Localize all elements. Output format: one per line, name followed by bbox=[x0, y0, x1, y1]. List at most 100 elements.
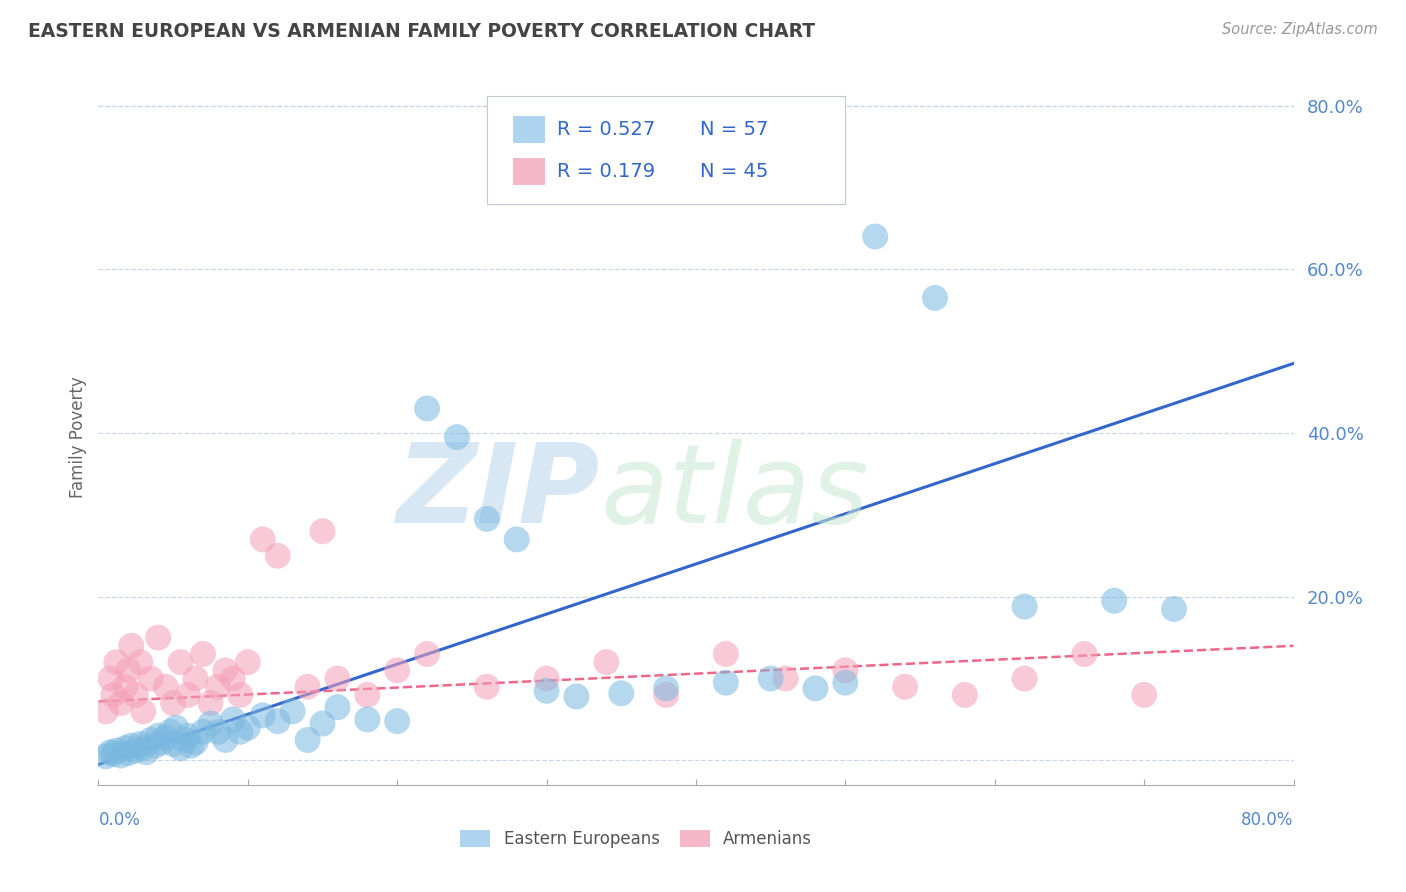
Text: 80.0%: 80.0% bbox=[1241, 811, 1294, 829]
Point bbox=[110, 748, 132, 763]
Point bbox=[953, 688, 976, 702]
Point bbox=[222, 672, 245, 686]
Point bbox=[155, 731, 177, 745]
Point bbox=[714, 647, 737, 661]
Point bbox=[125, 688, 148, 702]
Point bbox=[834, 664, 856, 678]
Point bbox=[894, 680, 917, 694]
Bar bbox=[513, 158, 546, 185]
Point bbox=[105, 743, 128, 757]
Point bbox=[252, 708, 274, 723]
Point bbox=[200, 716, 222, 731]
Text: R = 0.179: R = 0.179 bbox=[557, 161, 655, 181]
Point bbox=[297, 680, 319, 694]
Point bbox=[655, 681, 678, 696]
Point bbox=[236, 721, 259, 735]
Point bbox=[714, 675, 737, 690]
Point bbox=[775, 672, 797, 686]
Point bbox=[162, 737, 184, 751]
Point bbox=[267, 714, 290, 728]
Point bbox=[120, 639, 142, 653]
Point bbox=[446, 430, 468, 444]
Point bbox=[1163, 602, 1185, 616]
Point bbox=[229, 724, 252, 739]
Point bbox=[177, 688, 200, 702]
Legend: Eastern Europeans, Armenians: Eastern Europeans, Armenians bbox=[453, 822, 820, 856]
Point bbox=[610, 686, 633, 700]
Point bbox=[356, 713, 378, 727]
Point bbox=[129, 737, 152, 751]
Point bbox=[311, 716, 333, 731]
Point bbox=[139, 733, 162, 747]
Point bbox=[184, 672, 207, 686]
Point bbox=[135, 745, 157, 759]
Point bbox=[655, 688, 678, 702]
Point bbox=[191, 724, 214, 739]
Point bbox=[326, 700, 349, 714]
Point bbox=[191, 647, 214, 661]
Point bbox=[536, 683, 558, 698]
Point bbox=[595, 655, 617, 669]
Text: Source: ZipAtlas.com: Source: ZipAtlas.com bbox=[1222, 22, 1378, 37]
Point bbox=[1014, 672, 1036, 686]
Point bbox=[174, 733, 197, 747]
Point bbox=[94, 749, 117, 764]
Point bbox=[252, 533, 274, 547]
Point bbox=[159, 724, 181, 739]
Point bbox=[385, 714, 409, 728]
Point bbox=[129, 655, 152, 669]
Point bbox=[207, 724, 229, 739]
Point bbox=[924, 291, 946, 305]
Point bbox=[180, 739, 202, 753]
Point bbox=[207, 680, 229, 694]
Point bbox=[834, 675, 856, 690]
Point bbox=[356, 688, 378, 702]
Point bbox=[311, 524, 333, 539]
Point bbox=[222, 713, 245, 727]
Point bbox=[125, 743, 148, 757]
Text: EASTERN EUROPEAN VS ARMENIAN FAMILY POVERTY CORRELATION CHART: EASTERN EUROPEAN VS ARMENIAN FAMILY POVE… bbox=[28, 22, 815, 41]
Point bbox=[475, 680, 498, 694]
Y-axis label: Family Poverty: Family Poverty bbox=[69, 376, 87, 498]
Point bbox=[120, 739, 142, 753]
Point bbox=[169, 655, 191, 669]
Point bbox=[117, 746, 139, 760]
Point bbox=[150, 735, 173, 749]
Point bbox=[1104, 594, 1126, 608]
Text: N = 45: N = 45 bbox=[700, 161, 769, 181]
Point bbox=[143, 739, 166, 753]
Point bbox=[117, 664, 139, 678]
Point bbox=[1133, 688, 1156, 702]
Point bbox=[229, 688, 252, 702]
Point bbox=[98, 745, 122, 759]
Point bbox=[281, 704, 304, 718]
Point bbox=[385, 664, 409, 678]
Point bbox=[416, 401, 439, 416]
Point bbox=[132, 704, 155, 718]
Text: 0.0%: 0.0% bbox=[98, 811, 141, 829]
Point bbox=[110, 696, 132, 710]
Point bbox=[114, 680, 136, 694]
Point bbox=[105, 655, 128, 669]
Point bbox=[103, 747, 125, 761]
Point bbox=[162, 696, 184, 710]
FancyBboxPatch shape bbox=[486, 96, 845, 204]
Point bbox=[200, 696, 222, 710]
Point bbox=[536, 672, 558, 686]
Point bbox=[184, 735, 207, 749]
Point bbox=[165, 721, 187, 735]
Point bbox=[565, 690, 588, 704]
Point bbox=[214, 664, 236, 678]
Text: R = 0.527: R = 0.527 bbox=[557, 120, 655, 139]
Point bbox=[139, 672, 162, 686]
Text: ZIP: ZIP bbox=[396, 439, 600, 546]
Point bbox=[267, 549, 290, 563]
Text: N = 57: N = 57 bbox=[700, 120, 769, 139]
Point bbox=[155, 680, 177, 694]
Point bbox=[214, 733, 236, 747]
Point bbox=[416, 647, 439, 661]
Point bbox=[177, 729, 200, 743]
Point bbox=[865, 229, 887, 244]
Point bbox=[804, 681, 827, 696]
Point bbox=[114, 741, 136, 756]
